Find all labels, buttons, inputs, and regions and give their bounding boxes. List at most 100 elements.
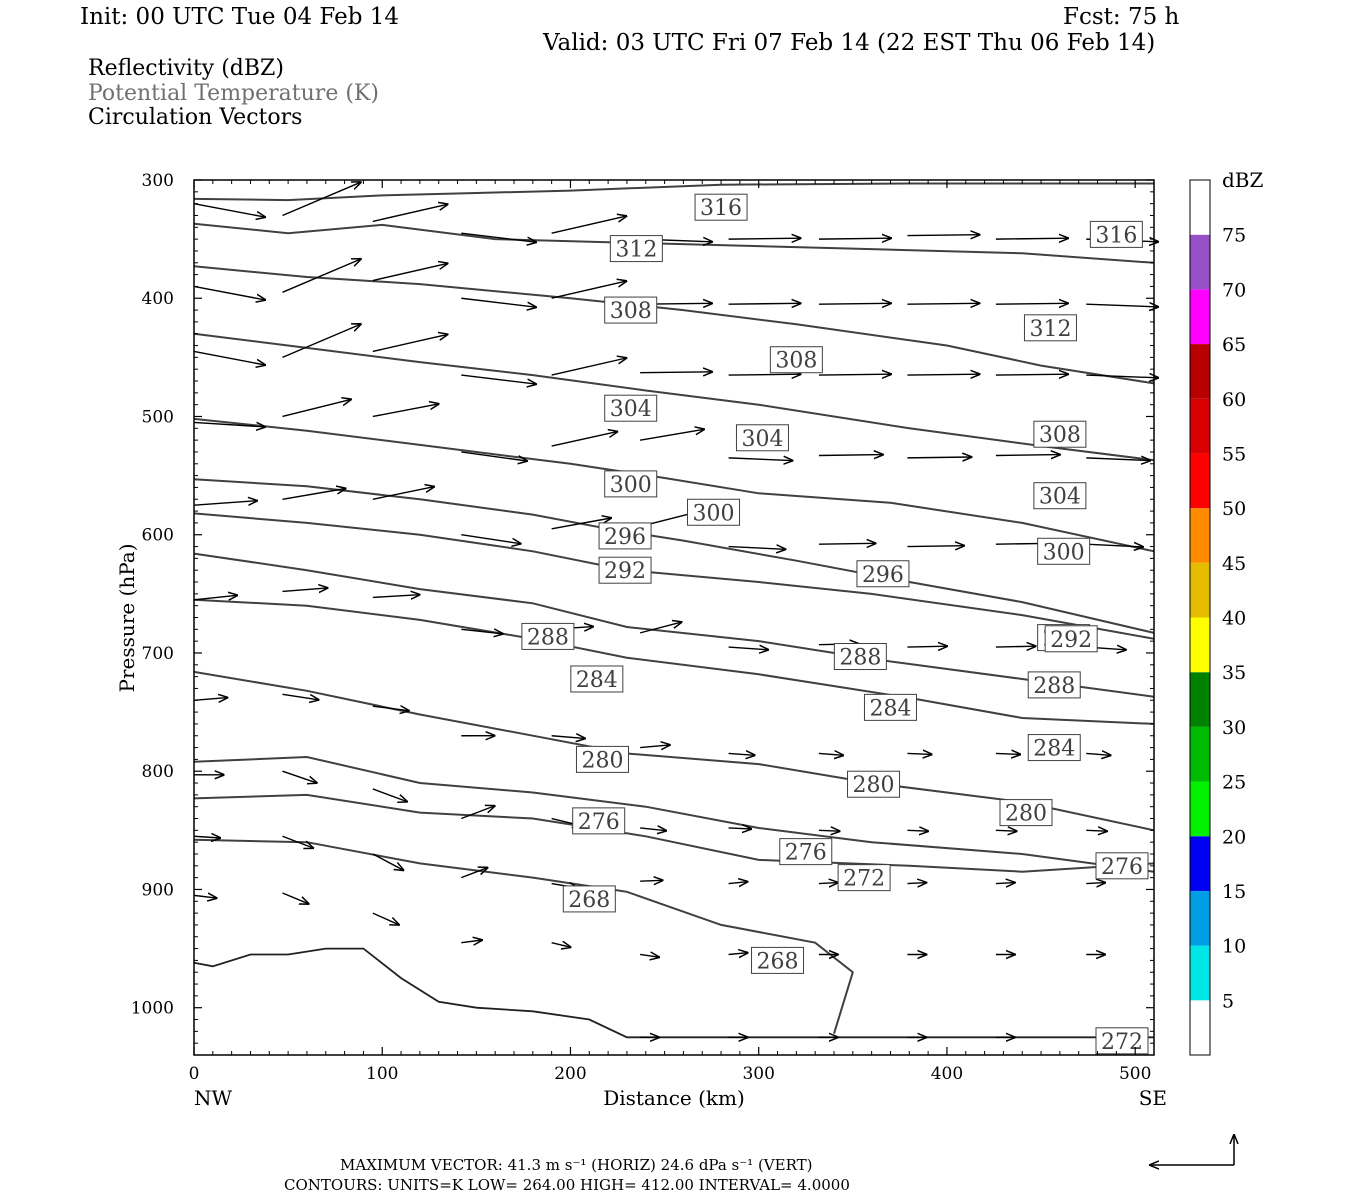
y-tick-label: 800 — [142, 762, 174, 782]
isentrope-layer — [193, 182, 1155, 1034]
contour-label-box — [837, 864, 891, 892]
isentrope-300 — [193, 417, 1155, 553]
colorbar-tick-label: 15 — [1222, 881, 1246, 903]
colorbar-tick-label: 35 — [1222, 662, 1246, 684]
contour-label-box — [1044, 625, 1098, 653]
circulation-vector — [193, 895, 217, 898]
colorbar-tick-label: 75 — [1222, 225, 1246, 247]
circulation-vector — [818, 883, 838, 884]
circulation-vector — [372, 404, 439, 418]
circulation-vector — [995, 455, 1060, 456]
circulation-vector — [282, 399, 350, 418]
colorbar-tick-label: 45 — [1222, 553, 1246, 575]
circulation-vector — [282, 182, 360, 217]
circulation-vector — [461, 940, 482, 943]
contour-label-box — [570, 665, 624, 693]
circulation-vector — [551, 518, 611, 530]
circulation-vector — [461, 868, 487, 879]
circulation-vector — [461, 534, 520, 544]
colorbar-tick-label: 10 — [1222, 936, 1246, 958]
circulation-vector — [995, 830, 1017, 831]
colorbar-tick-label: 25 — [1222, 772, 1246, 794]
colorbar-segment — [1190, 508, 1210, 563]
contour-label: 312 — [1029, 317, 1071, 342]
colorbar-segment — [1190, 453, 1210, 509]
colorbar-tick-label: 70 — [1222, 279, 1246, 301]
contour-label-box — [735, 424, 789, 452]
contour-label-box — [833, 643, 887, 671]
circulation-vector — [995, 753, 1020, 754]
colorbar-segment — [1190, 890, 1210, 946]
colorbar-tick-label: 55 — [1222, 443, 1246, 465]
contour-label-box — [687, 498, 741, 526]
colorbar-tick-label: 65 — [1222, 334, 1246, 356]
x-end-label-se: SE — [1139, 1086, 1167, 1110]
circulation-vector — [193, 350, 265, 365]
colorbar-tick-label: 40 — [1222, 608, 1246, 630]
contour-label-box — [598, 522, 652, 550]
x-tick-label: 400 — [931, 1064, 963, 1084]
contour-label: 280 — [853, 773, 895, 798]
circulation-vector — [282, 770, 316, 783]
isentrope-308 — [193, 265, 1155, 385]
contour-label-box — [575, 745, 629, 773]
circulation-vector — [1086, 883, 1105, 884]
x-tick-label: 100 — [366, 1064, 398, 1084]
contour-label: 308 — [775, 349, 817, 374]
circulation-vector — [372, 263, 448, 282]
colorbar-segment — [1190, 781, 1210, 837]
contour-label-box — [1037, 537, 1091, 565]
contour-label-box — [604, 296, 658, 324]
circulation-vector — [818, 238, 891, 239]
circulation-vector — [728, 238, 801, 239]
contour-label: 272 — [843, 867, 885, 892]
colorbar-segment — [1190, 836, 1210, 891]
circulation-vector — [1086, 753, 1110, 755]
circulation-vector — [193, 595, 237, 599]
contour-label-box — [562, 885, 616, 913]
colorbar-segment — [1190, 344, 1210, 399]
circulation-vector — [551, 216, 627, 234]
circulation-vector — [282, 259, 360, 293]
colorbar-segment — [1190, 562, 1210, 618]
contour-info-text: CONTOURS: UNITS=K LOW= 264.00 HIGH= 412.… — [284, 1176, 850, 1194]
terrain-layer — [193, 947, 1154, 1039]
circulation-vector — [372, 706, 409, 711]
circulation-vector — [1086, 304, 1158, 307]
x-axis-label: Distance (km) — [603, 1086, 745, 1110]
circulation-vector — [907, 646, 947, 647]
circulation-vector — [372, 595, 420, 598]
contour-label-box — [1095, 852, 1149, 880]
circulation-vector — [639, 622, 681, 634]
circulation-vector — [640, 828, 666, 831]
contour-label: 296 — [862, 563, 904, 588]
circulation-vector — [907, 830, 928, 831]
circulation-vector — [372, 788, 407, 802]
isentrope-312 — [193, 222, 1155, 264]
circulation-vector — [640, 372, 712, 373]
contour-label: 268 — [757, 949, 799, 974]
colorbar-segment — [1190, 1000, 1210, 1055]
colorbar: 5 10 15 20 25 30 35 40 45 50 55 60 65 70 75 — [1189, 179, 1246, 1056]
max-vector-text: MAXIMUM VECTOR: 41.3 m s⁻¹ (HORIZ) 24.6 … — [340, 1156, 813, 1174]
colorbar-segment — [1190, 617, 1210, 673]
contour-label: 272 — [1101, 1030, 1143, 1055]
circulation-vector — [193, 698, 227, 701]
circulation-vector — [728, 882, 748, 884]
circulation-vector — [282, 588, 327, 592]
circulation-vector — [551, 736, 585, 739]
colorbar-tick-label: 50 — [1222, 498, 1246, 520]
circulation-vector — [372, 334, 448, 353]
x-tick-label: 0 — [189, 1064, 200, 1084]
forecast-hour: Fcst: 75 h — [1063, 4, 1180, 30]
colorbar-frame — [1189, 179, 1211, 1056]
circulation-vector — [728, 953, 748, 955]
circulation-vector — [818, 753, 843, 755]
circulation-vector — [551, 943, 571, 948]
contour-label: 276 — [1101, 855, 1143, 880]
y-tick-label: 500 — [142, 407, 174, 427]
circulation-vector — [818, 455, 883, 456]
x-tick-label: 300 — [742, 1064, 774, 1084]
contour-label-box — [694, 193, 748, 221]
y-tick-label: 600 — [142, 526, 174, 546]
